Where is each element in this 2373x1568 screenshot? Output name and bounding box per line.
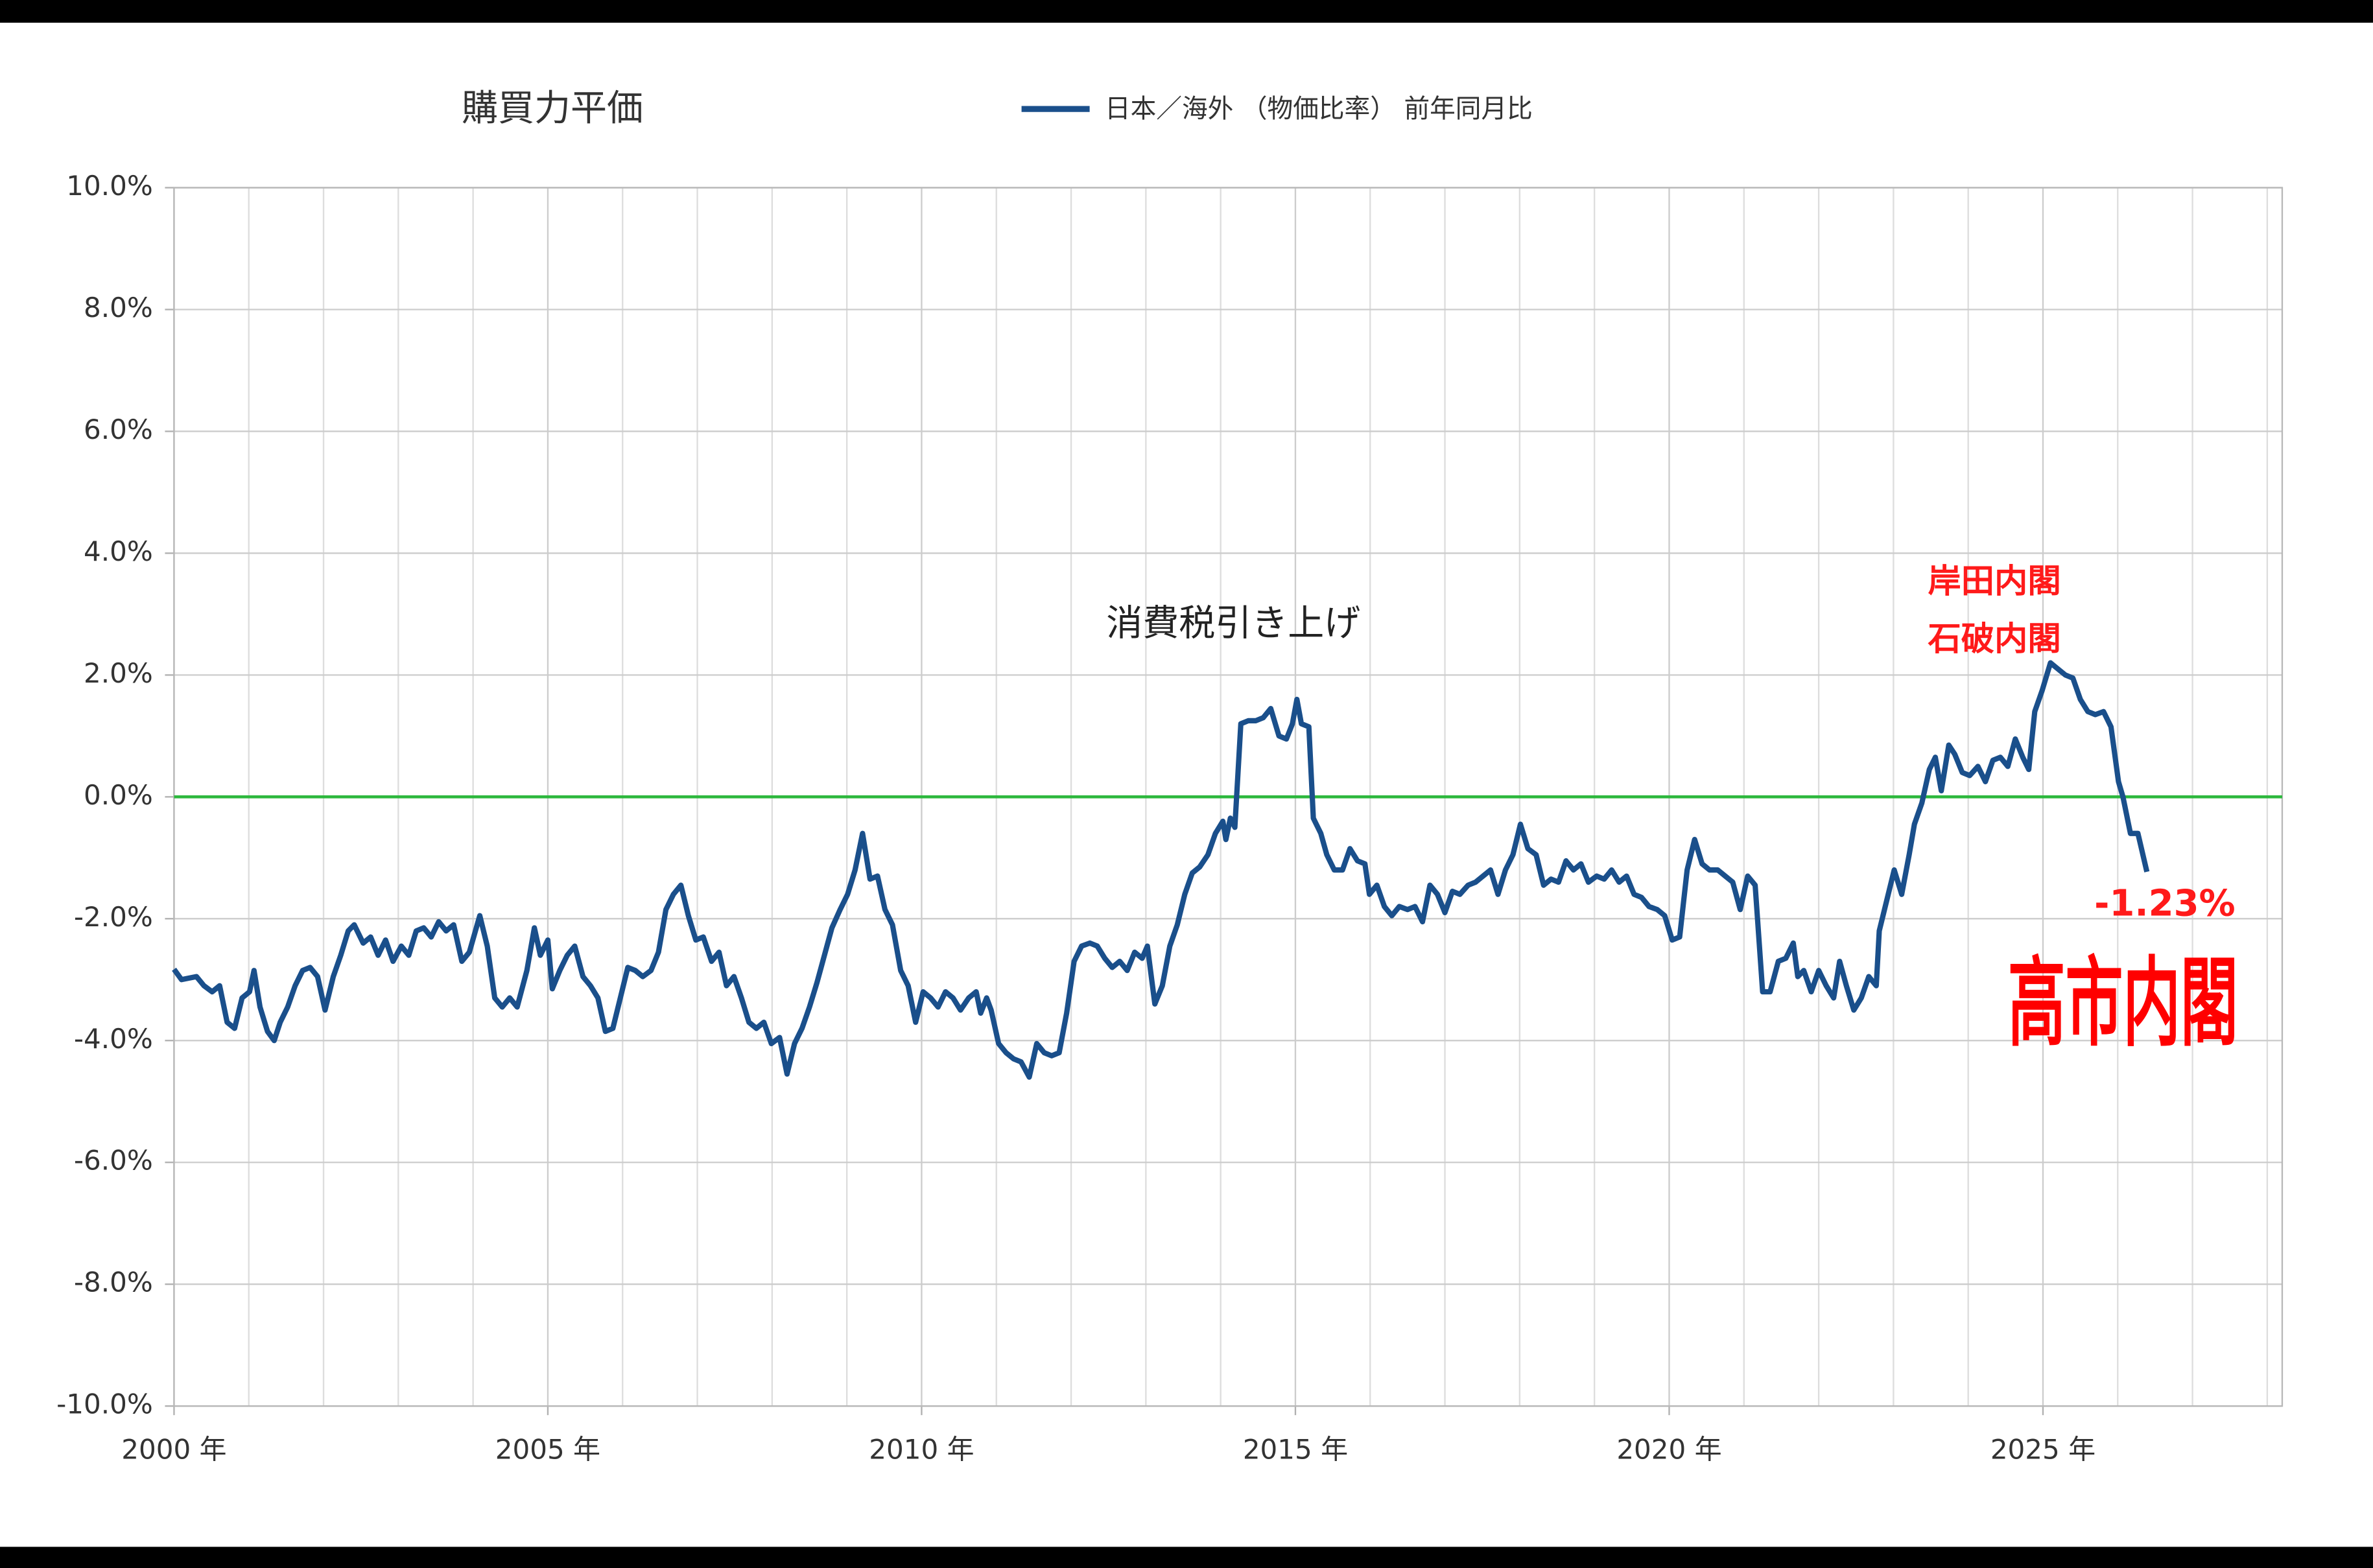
annotation: 消費税引き上げ bbox=[1106, 603, 1360, 645]
y-tick-label: -8.0% bbox=[74, 1267, 153, 1298]
chart-background bbox=[0, 23, 2373, 1547]
x-tick-label: 2015 年 bbox=[1243, 1434, 1348, 1466]
x-tick-label: 2025 年 bbox=[1990, 1434, 2096, 1466]
y-tick-label: 10.0% bbox=[66, 170, 152, 202]
y-tick-label: 8.0% bbox=[84, 292, 153, 323]
legend-label: 日本／海外 （物価比率） 前年同月比 bbox=[1105, 94, 1533, 124]
chart-title: 購買力平価 bbox=[462, 88, 643, 130]
y-tick-label: -6.0% bbox=[74, 1145, 153, 1176]
x-tick-label: 2000 年 bbox=[121, 1434, 226, 1466]
x-tick-label: 2020 年 bbox=[1616, 1434, 1721, 1466]
annotation: 石破内閣 bbox=[1928, 620, 2060, 659]
x-tick-label: 2010 年 bbox=[869, 1434, 974, 1466]
y-tick-label: -2.0% bbox=[74, 901, 153, 933]
data-line bbox=[172, 660, 2150, 1080]
y-tick-label: 0.0% bbox=[84, 779, 153, 811]
y-tick-label: 6.0% bbox=[84, 414, 153, 445]
annotation: 高市内閣 bbox=[2008, 947, 2238, 1060]
x-tick-label: 2005 年 bbox=[495, 1434, 600, 1466]
y-tick-label: -4.0% bbox=[74, 1023, 153, 1055]
y-tick-label: -10.0% bbox=[56, 1388, 153, 1420]
annotation: 岸田内閣 bbox=[1928, 562, 2060, 601]
y-tick-label: 4.0% bbox=[84, 535, 153, 567]
y-tick-label: 2.0% bbox=[84, 657, 153, 689]
annotation: -1.23% bbox=[2094, 882, 2236, 924]
